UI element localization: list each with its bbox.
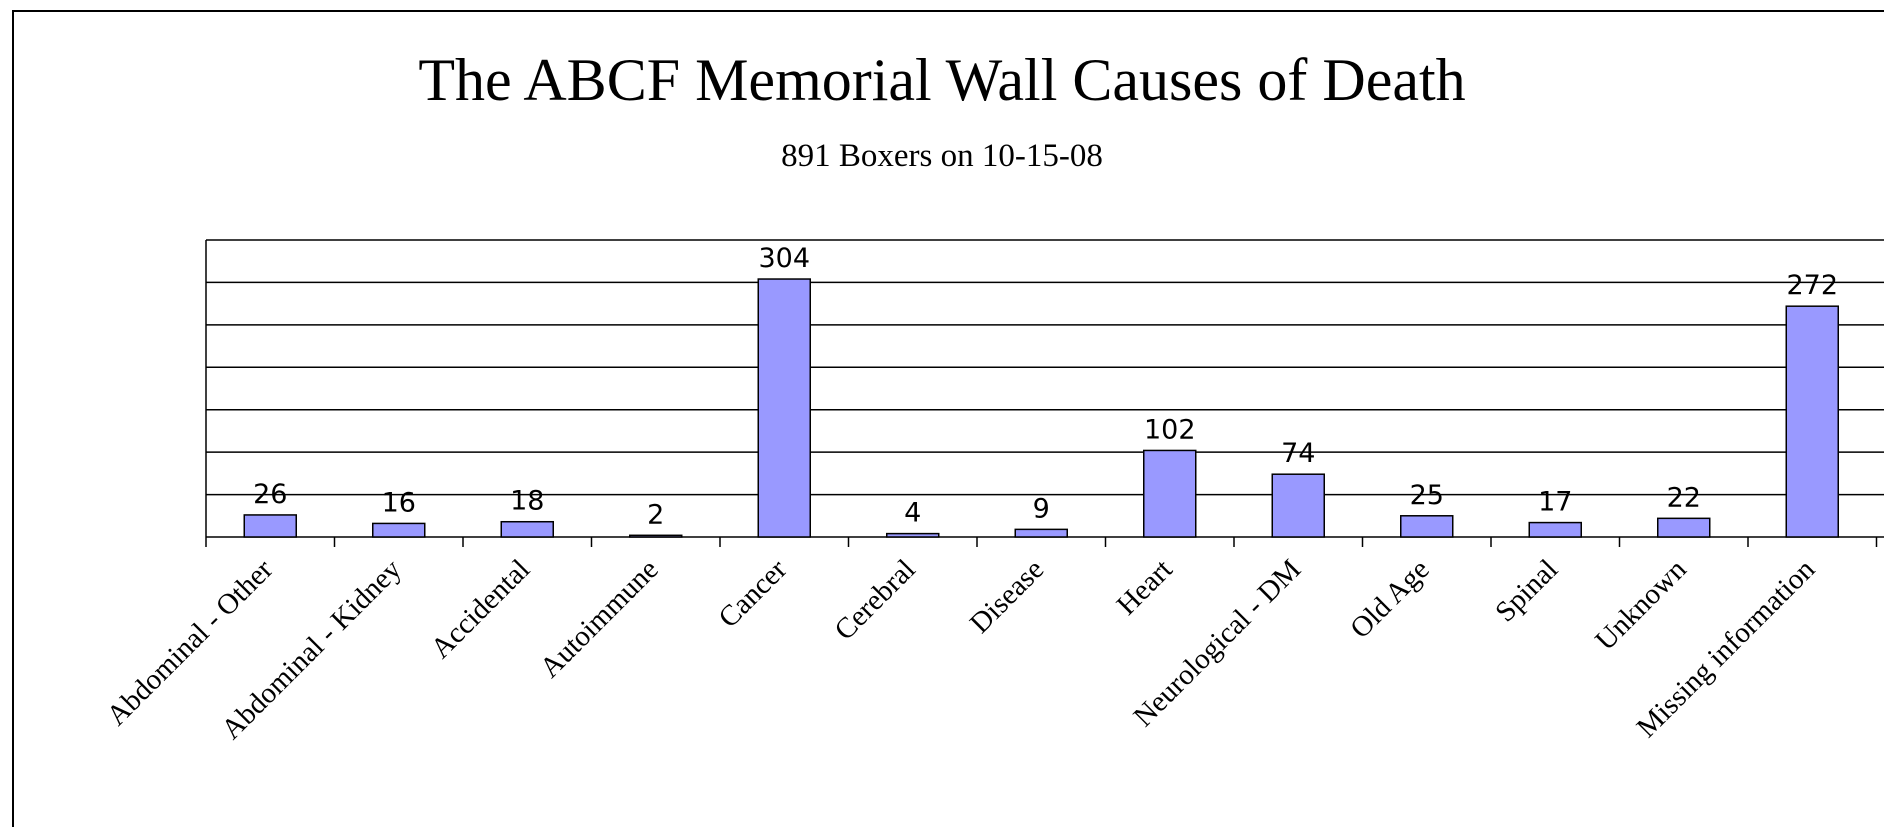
x-tick-label: Spinal (1489, 553, 1564, 628)
data-label: 26 (253, 479, 287, 510)
data-label: 17 (1538, 487, 1572, 518)
data-label: 102 (1144, 414, 1196, 445)
data-label: 4 (904, 498, 921, 529)
x-tick-label: Cerebral (828, 553, 921, 646)
data-label: 272 (1786, 270, 1838, 301)
chart-title: The ABCF Memorial Wall Causes of Death (418, 47, 1466, 113)
bar (1400, 515, 1454, 538)
bar (1143, 449, 1197, 538)
data-label: 22 (1667, 482, 1701, 513)
bar (886, 532, 940, 538)
bar (372, 522, 426, 538)
plot-area (206, 240, 1884, 537)
data-label: 2 (647, 499, 664, 530)
bar (1014, 528, 1068, 538)
bar (1785, 305, 1839, 538)
bar (1657, 517, 1711, 538)
data-label: 9 (1033, 493, 1050, 524)
bar (243, 514, 297, 538)
bar (500, 520, 554, 538)
data-label: 304 (758, 243, 810, 274)
data-label: 16 (382, 487, 416, 518)
x-tick-label: Autoimmune (534, 553, 665, 684)
data-label: 18 (510, 486, 544, 517)
bar (757, 278, 811, 538)
x-tick-label: Accidental (425, 553, 536, 664)
x-tick-label: Old Age (1344, 553, 1436, 645)
x-tick-label: Unknown (1589, 553, 1693, 657)
data-label: 25 (1410, 480, 1444, 511)
x-tick-label: Disease (964, 553, 1050, 639)
x-tick-label: Cancer (713, 553, 794, 634)
x-tick-label: Heart (1111, 553, 1179, 621)
chart-subtitle: 891 Boxers on 10-15-08 (781, 138, 1103, 174)
bar (1271, 473, 1325, 538)
bar (1528, 521, 1582, 538)
data-label: 74 (1281, 438, 1315, 469)
bar (629, 534, 683, 538)
